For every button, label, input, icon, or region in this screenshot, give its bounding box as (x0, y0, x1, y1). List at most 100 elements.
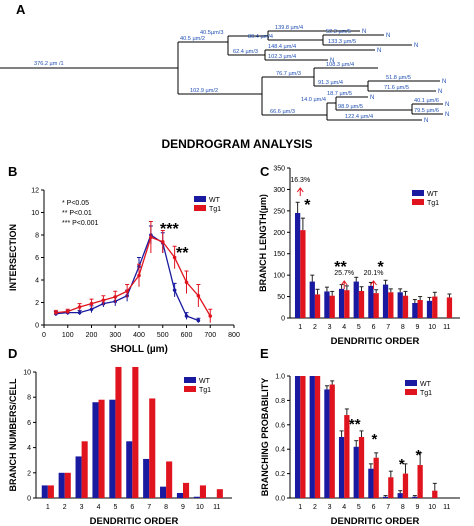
panel-d-xtick-label: 3 (80, 504, 84, 511)
panel-c-legend-swatch (412, 190, 424, 196)
panel-c-bar (382, 284, 389, 318)
terminal-label: N (438, 89, 442, 95)
panel-e-bar (309, 376, 315, 498)
panel-c-xtick-label: 4 (342, 324, 346, 331)
panel-b-xtick-label: 700 (204, 332, 216, 339)
segment-label: 102.3 µm/4 (268, 54, 296, 60)
panel-e-bar (324, 389, 330, 498)
panel-d-bar (75, 456, 82, 498)
panel-b-point (77, 310, 82, 315)
panel-b-xtick-label: 800 (228, 332, 240, 339)
panel-c-ytick-label: 200 (273, 230, 285, 237)
panel-e-bar (412, 496, 418, 498)
panel-d-xtick-label: 4 (97, 504, 101, 511)
panel-d-xtick-label: 11 (213, 504, 220, 511)
terminal-label: N (386, 33, 390, 39)
panel-b-annotation: ** (176, 245, 189, 262)
panel-e-xtick-label: 11 (443, 504, 450, 511)
panel-e-bar (358, 437, 365, 498)
segment-label: 76.7 µm/3 (276, 71, 301, 77)
panel-d-bar (126, 441, 133, 498)
panel-d-bar (216, 489, 223, 498)
panel-d-bar (92, 402, 99, 498)
panel-b-xtick-label: 200 (86, 332, 98, 339)
panel-d-letter: D (8, 346, 17, 361)
panel-b-legend-swatch (194, 205, 206, 211)
panel-e-legend-label: WT (420, 381, 432, 388)
panel-e-ytick-label: 0.2 (275, 471, 285, 478)
panel-b-legend-label: WT (209, 197, 221, 204)
panel-d-ytick-label: 6 (27, 420, 31, 427)
panel-c-ytick-label: 50 (277, 294, 285, 301)
terminal-label: N (330, 58, 334, 64)
panel-e-legend-label: Tg1 (420, 390, 432, 397)
dendrogram-title: DENDROGRAM ANALYSIS (161, 137, 312, 151)
panel-e-legend-swatch (405, 389, 417, 395)
panel-c-bar (324, 291, 330, 318)
panel-b-significance-legend: *** P<0.001 (62, 220, 98, 227)
segment-label: 376.2 µm /1 (34, 61, 64, 67)
segment-label: 102.9 µm/2 (190, 88, 218, 94)
panel-e-xtick-label: 5 (357, 504, 361, 511)
panel-d-xtick-label: 8 (164, 504, 168, 511)
panel-d-ytick-label: 2 (27, 470, 31, 477)
panel-d-ytick-label: 8 (27, 395, 31, 402)
panel-c-letter: C (260, 164, 270, 179)
panel-c-bar (329, 295, 335, 318)
panel-c-annotation: * (378, 259, 385, 276)
panel-e-bar (388, 477, 394, 498)
panel-b-point (184, 314, 189, 318)
panel-b-ytick-label: 12 (31, 188, 39, 195)
panel-e-annotation: * (399, 456, 405, 473)
segment-label: 139.8 µm/4 (275, 25, 303, 31)
panel-c-bar (426, 300, 433, 318)
panel-c-bar (388, 292, 394, 318)
panel-c-bar (294, 213, 301, 318)
panel-b-point (89, 307, 94, 312)
panel-d-ytick-label: 10 (23, 370, 31, 377)
panel-c-ytick-label: 250 (273, 208, 285, 215)
segment-label: 40.5µm/3 (200, 30, 223, 36)
panel-b-series-line (55, 236, 211, 317)
panel-e-bar (314, 376, 321, 498)
panel-c-legend-swatch (412, 199, 424, 205)
panel-e-bar (432, 490, 438, 498)
panel-e-xtick-label: 7 (386, 504, 390, 511)
panel-e-ytick-label: 0.6 (275, 422, 285, 429)
panel-c-bar (353, 281, 359, 318)
panel-b-xtick-label: 600 (181, 332, 193, 339)
panel-e-annotation: * (372, 431, 378, 448)
panel-c-annotation: * (304, 197, 311, 214)
panel-d-bar (176, 492, 183, 498)
panel-d-legend-label: Tg1 (199, 387, 211, 394)
segment-label: 122.4 µm/4 (345, 114, 373, 120)
panel-d-xtick-label: 6 (130, 504, 134, 511)
terminal-label: N (370, 95, 374, 101)
panel-b-annotation: *** (160, 221, 179, 238)
panel-c-bar (432, 296, 438, 318)
panel-c-bar (344, 290, 350, 318)
panel-b-point (137, 273, 141, 278)
segment-label: 108.3 µm/4 (326, 62, 354, 68)
panel-c-ytick-label: 350 (273, 166, 285, 173)
panel-d-xlabel: DENDRITIC ORDER (90, 516, 179, 526)
panel-b-xtick-label: 400 (133, 332, 145, 339)
segment-label: 66.6 µm/3 (270, 109, 295, 115)
panel-c-legend-label: WT (427, 191, 439, 198)
panel-c-ytick-label: 100 (273, 273, 285, 280)
panel-b-ytick-label: 6 (35, 255, 39, 262)
panel-c-percent-label: 20.1% (364, 270, 384, 277)
panel-e-legend-swatch (405, 380, 417, 386)
panel-b-ylabel: INTERSECTION (8, 224, 18, 291)
panel-b-xlabel: SHOLL (µm) (110, 344, 168, 355)
panel-d-xtick-label: 9 (181, 504, 185, 511)
panel-c-bar (358, 291, 365, 318)
panel-b-legend-label: Tg1 (209, 206, 221, 213)
panel-d-xtick-label: 5 (113, 504, 117, 511)
panel-d-xtick-label: 7 (147, 504, 151, 511)
panel-d-bar (193, 496, 200, 498)
panel-b-point (65, 309, 70, 314)
panel-b-point (184, 280, 189, 285)
panel-d-bar (149, 398, 156, 498)
